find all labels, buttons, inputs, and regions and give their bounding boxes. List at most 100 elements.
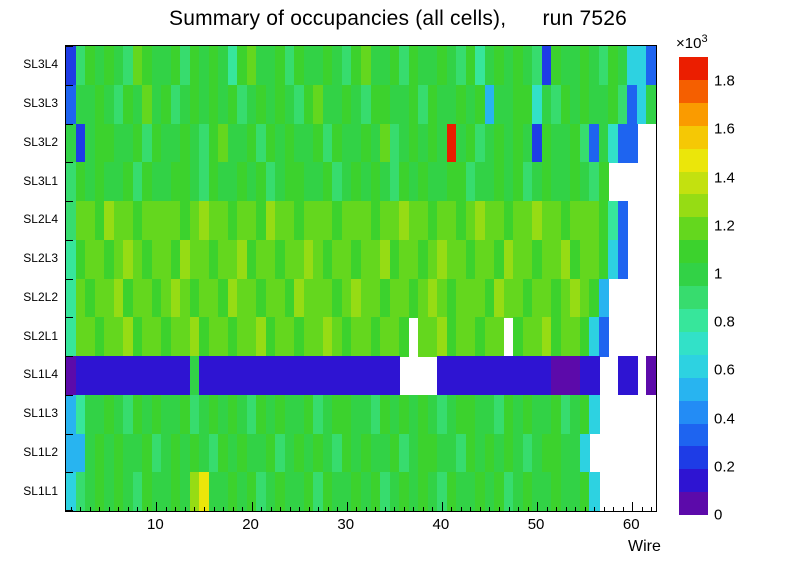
heatmap-cell: [627, 84, 638, 125]
heatmap-cell: [532, 123, 543, 163]
heatmap-cell: [113, 239, 124, 280]
heatmap-cell: [303, 278, 315, 318]
heatmap-cell: [180, 317, 191, 357]
x-axis-tick: [460, 507, 462, 511]
heatmap-cell: [294, 433, 305, 473]
heatmap-cell: [532, 162, 543, 202]
x-axis-tick-label: 50: [527, 516, 545, 533]
heatmap-cell: [85, 472, 96, 511]
heatmap-cell: [227, 46, 238, 86]
heatmap-cell: [85, 239, 96, 280]
heatmap-cell: [456, 317, 467, 357]
heatmap-cell: [494, 46, 505, 86]
heatmap-cell: [532, 46, 543, 86]
heatmap-cell: [123, 84, 134, 125]
x-axis-tick: [203, 507, 205, 511]
heatmap-cell: [389, 433, 400, 473]
heatmap-cell: [208, 46, 219, 86]
heatmap-cell: [418, 46, 429, 86]
heatmap-cell: [303, 84, 315, 125]
heatmap-cell: [94, 123, 105, 163]
y-axis-tick: [66, 239, 73, 241]
heatmap-cell: [475, 356, 486, 396]
heatmap-cell: [123, 433, 134, 473]
heatmap-cell: [256, 278, 267, 318]
heatmap-cell: [189, 162, 200, 202]
heatmap-cell: [189, 123, 200, 163]
y-axis-tick: [66, 472, 73, 474]
x-axis-tick: [232, 507, 234, 511]
heatmap-cell: [598, 201, 610, 241]
heatmap-cell: [313, 472, 324, 511]
heatmap-cell: [265, 356, 277, 396]
heatmap-cell: [551, 162, 562, 202]
heatmap-cell: [522, 433, 533, 473]
heatmap-cell: [237, 394, 248, 435]
heatmap-cell: [75, 84, 86, 125]
heatmap-cell: [170, 46, 181, 86]
heatmap-cell: [541, 123, 552, 163]
heatmap-cell: [256, 317, 267, 357]
heatmap-cell: [227, 394, 238, 435]
heatmap-cell: [351, 394, 362, 435]
heatmap-cell: [560, 433, 572, 473]
heatmap-cell: [246, 46, 257, 86]
x-axis-tick: [537, 502, 539, 511]
heatmap-cell: [132, 317, 143, 357]
heatmap-cell: [303, 239, 315, 280]
heatmap-cell: [161, 239, 172, 280]
heatmap-cell: [123, 317, 134, 357]
heatmap-cell: [399, 239, 410, 280]
heatmap-cell: [227, 162, 238, 202]
heatmap-cell: [541, 84, 552, 125]
heatmap-cell: [513, 394, 524, 435]
heatmap-cell: [275, 201, 286, 241]
heatmap-cell: [551, 201, 562, 241]
x-axis-tick: [565, 507, 567, 511]
heatmap-cell: [265, 46, 277, 86]
heatmap-cell: [475, 84, 486, 125]
heatmap-cell: [475, 46, 486, 86]
heatmap-cell: [560, 472, 572, 511]
heatmap-cell: [227, 472, 238, 511]
heatmap-cell: [589, 162, 600, 202]
heatmap-cell: [303, 123, 315, 163]
heatmap-cell: [484, 278, 495, 318]
heatmap-cell: [361, 239, 372, 280]
heatmap-cell: [180, 278, 191, 318]
heatmap-cell: [284, 356, 296, 396]
heatmap-cell: [475, 278, 486, 318]
y-axis-tick: [66, 356, 73, 357]
colorbar-band: [679, 194, 708, 218]
heatmap-cell: [246, 239, 257, 280]
heatmap-cell: [332, 394, 343, 435]
heatmap-cell: [322, 46, 334, 86]
heatmap-cell: [608, 46, 619, 86]
heatmap-cell: [303, 162, 315, 202]
heatmap-cell: [551, 278, 562, 318]
heatmap-cell: [446, 46, 457, 86]
heatmap-cell: [513, 46, 524, 86]
heatmap-cell: [284, 433, 296, 473]
heatmap-cell: [361, 356, 372, 396]
heatmap-cell: [589, 84, 600, 125]
heatmap-cell: [503, 278, 514, 318]
heatmap-cell: [361, 162, 372, 202]
heatmap-cell: [484, 123, 495, 163]
heatmap-cell: [199, 239, 210, 280]
heatmap-cell: [570, 356, 581, 396]
heatmap-cell: [284, 472, 296, 511]
heatmap-cell: [142, 84, 153, 125]
heatmap-cell: [142, 123, 153, 163]
heatmap-cell: [408, 84, 419, 125]
heatmap-cell: [494, 472, 505, 511]
heatmap-cell: [465, 123, 476, 163]
heatmap-cell: [246, 317, 257, 357]
heatmap-cell: [560, 239, 572, 280]
heatmap-cell: [94, 472, 105, 511]
heatmap-cell: [142, 472, 153, 511]
heatmap-cell: [218, 356, 229, 396]
heatmap-cell: [522, 46, 533, 86]
heatmap-cell: [180, 394, 191, 435]
heatmap-cell: [370, 278, 381, 318]
